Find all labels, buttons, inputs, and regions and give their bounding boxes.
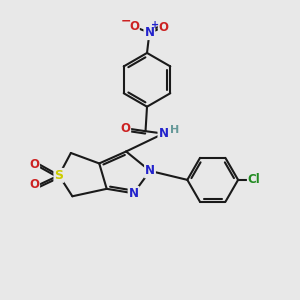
Text: O: O: [129, 20, 139, 33]
Text: O: O: [120, 122, 130, 135]
Text: O: O: [159, 21, 169, 34]
Text: O: O: [29, 158, 39, 170]
Text: Cl: Cl: [248, 173, 261, 186]
Text: +: +: [151, 20, 159, 30]
Text: N: N: [144, 26, 154, 39]
Text: H: H: [170, 125, 179, 135]
Text: −: −: [120, 15, 131, 28]
Text: O: O: [29, 178, 39, 191]
Text: N: N: [145, 164, 155, 177]
Text: S: S: [54, 169, 63, 182]
Text: N: N: [129, 187, 139, 200]
Text: N: N: [158, 127, 168, 140]
